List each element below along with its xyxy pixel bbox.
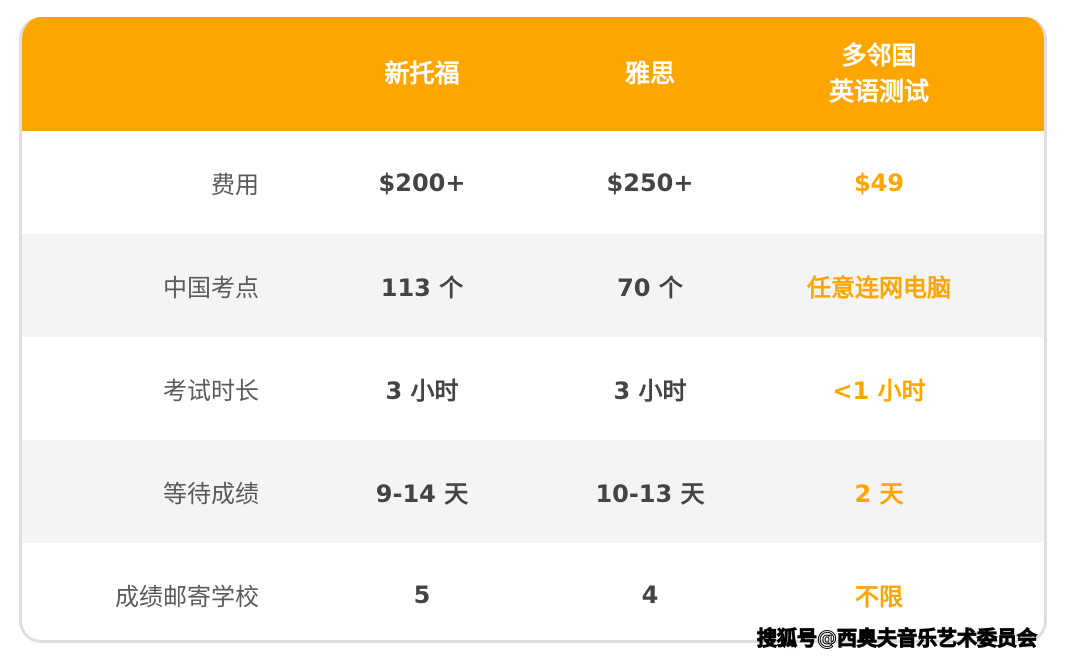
row-label: 中国考点	[163, 274, 259, 302]
table-row: 等待成绩 9-14 天 10-13 天 2 天	[22, 440, 1044, 543]
table-cell: 10-13 天	[595, 480, 705, 508]
table-cell: 3 小时	[613, 377, 687, 405]
row-label: 成绩邮寄学校	[115, 583, 259, 611]
row-label: 费用	[211, 171, 259, 199]
row-label: 考试时长	[163, 377, 259, 405]
comparison-table: 新托福 雅思 多邻国 英语测试 费用 $200+ $250+ $49 中国考点 113 个…	[19, 17, 1047, 643]
table-cell: 70 个	[617, 274, 683, 302]
header-ielts: 雅思	[624, 59, 675, 88]
table-cell: 3 小时	[385, 377, 459, 405]
table-cell: $250+	[606, 168, 694, 197]
table-cell: 任意连网电脑	[807, 274, 951, 302]
table-row: 成绩邮寄学校 5 4 不限	[22, 543, 1044, 640]
table-cell: 5	[413, 580, 431, 609]
table-cell: 2 天	[854, 480, 904, 508]
table-cell: $200+	[378, 168, 466, 197]
header-duolingo: 多邻国 英语测试	[828, 41, 929, 106]
table-header: 新托福 雅思 多邻国 英语测试	[22, 17, 1044, 131]
table-row: 中国考点 113 个 70 个 任意连网电脑	[22, 234, 1044, 337]
watermark: 搜狐号@西奥夫音乐艺术委员会	[757, 626, 1038, 651]
row-label: 等待成绩	[163, 480, 259, 508]
table-row: 考试时长 3 小时 3 小时 <1 小时	[22, 337, 1044, 440]
table-cell: $49	[853, 168, 905, 197]
table-cell: 9-14 天	[375, 480, 469, 508]
table-cell: 4	[641, 580, 659, 609]
table-cell: <1 小时	[832, 377, 926, 405]
table-cell: 113 个	[380, 274, 464, 302]
table-row: 费用 $200+ $250+ $49	[22, 131, 1044, 234]
header-toefl: 新托福	[384, 59, 460, 88]
table-cell: 不限	[855, 583, 903, 611]
